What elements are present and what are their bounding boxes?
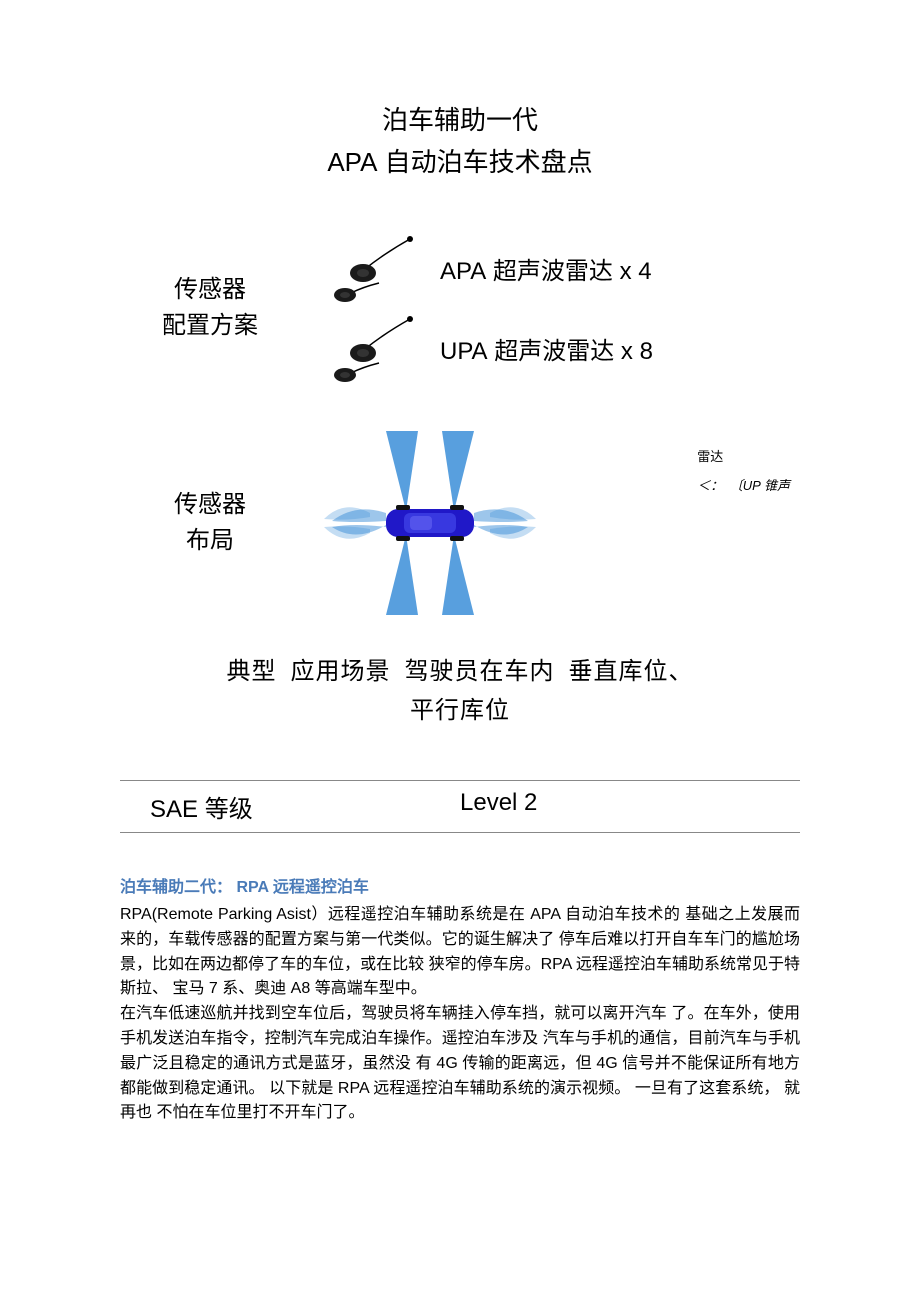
- sensor-upa-rest: 超声波雷达 x 8: [488, 338, 653, 365]
- rpa-para2: 在汽车低速巡航并找到空车位后，驾驶员将车辆挂入停车挡，就可以离开汽车 了。在车外…: [120, 1005, 800, 1121]
- sensor-config-label-l2: 配置方案: [120, 308, 300, 344]
- scenario-l1-p4: 垂直库位、: [569, 659, 694, 685]
- sensor-apa-prefix: APA: [440, 258, 486, 285]
- title-line2-cn: 自动泊车技术盘点: [377, 147, 592, 177]
- sensor-upa-prefix: UPA: [440, 338, 488, 365]
- sensor-layout-block: 传感器 布局: [120, 423, 800, 623]
- title-block: 泊车辅助一代 APA 自动泊车技术盘点: [120, 100, 800, 183]
- scenario-line1: 典型 应用场景 驾驶员在车内 垂直库位、: [120, 653, 800, 691]
- sensor-row-upa: UPA 超声波雷达 x 8: [300, 313, 800, 383]
- scenario-line2: 平行库位: [120, 692, 800, 730]
- legend-upa-prefix: ＜：: [697, 478, 736, 493]
- sensor-apa-rest: 超声波雷达 x 4: [486, 258, 651, 285]
- sensor-layout-label-l1: 传感器: [120, 487, 300, 523]
- sae-level-row: SAE 等级 Level 2: [120, 780, 800, 833]
- scenario-l1-p3: 驾驶员在车内: [405, 659, 555, 685]
- sensor-apa-label: APA 超声波雷达 x 4: [440, 251, 800, 286]
- sensor-upa-label: UPA 超声波雷达 x 8: [440, 331, 800, 366]
- section-rpa: 泊车辅助二代： RPA 远程遥控泊车 RPA(Remote Parking As…: [120, 873, 800, 1126]
- rpa-heading: 泊车辅助二代： RPA 远程遥控泊车: [120, 873, 800, 897]
- legend-upa: ＜： 〔UP 锥声: [697, 472, 790, 501]
- scenario-block: 典型 应用场景 驾驶员在车内 垂直库位、 平行库位: [120, 653, 800, 730]
- sensor-layout-label-l2: 布局: [120, 523, 300, 559]
- rpa-para1: RPA(Remote Parking Asist）远程遥控泊车辅助系统是在 AP…: [120, 906, 800, 997]
- legend-radar: 雷达: [697, 443, 790, 472]
- sae-col1-suffix: 等级: [198, 796, 253, 823]
- layout-legend: 雷达 ＜： 〔UP 锥声: [697, 443, 790, 500]
- ultrasonic-sensor-icon: [300, 233, 440, 303]
- ultrasonic-sensor-icon: [300, 313, 440, 383]
- sensor-config-label: 传感器 配置方案: [120, 272, 300, 344]
- sae-col2: Level 2: [460, 789, 770, 824]
- title-line2-latin: APA: [327, 147, 377, 177]
- sensor-config-block: 传感器 配置方案 APA 超声波雷达 x 4: [120, 223, 800, 393]
- sensor-row-apa: APA 超声波雷达 x 4: [300, 233, 800, 303]
- sae-col1-prefix: SAE: [150, 796, 198, 823]
- legend-upa-bracket: 〔UP: [736, 478, 760, 493]
- sae-col1: SAE 等级: [150, 789, 460, 824]
- sensor-layout-label: 传感器 布局: [120, 487, 300, 559]
- scenario-l1-p2: 应用场景: [291, 659, 391, 685]
- scenario-l1-p1: 典型: [227, 659, 277, 685]
- title-line2: APA 自动泊车技术盘点: [120, 142, 800, 184]
- legend-upa-suffix: 锥声: [760, 478, 790, 493]
- rpa-body: RPA(Remote Parking Asist）远程遥控泊车辅助系统是在 AP…: [120, 903, 800, 1126]
- sensor-config-label-l1: 传感器: [120, 272, 300, 308]
- title-line1: 泊车辅助一代: [120, 100, 800, 142]
- car-sensor-diagram: [300, 423, 560, 623]
